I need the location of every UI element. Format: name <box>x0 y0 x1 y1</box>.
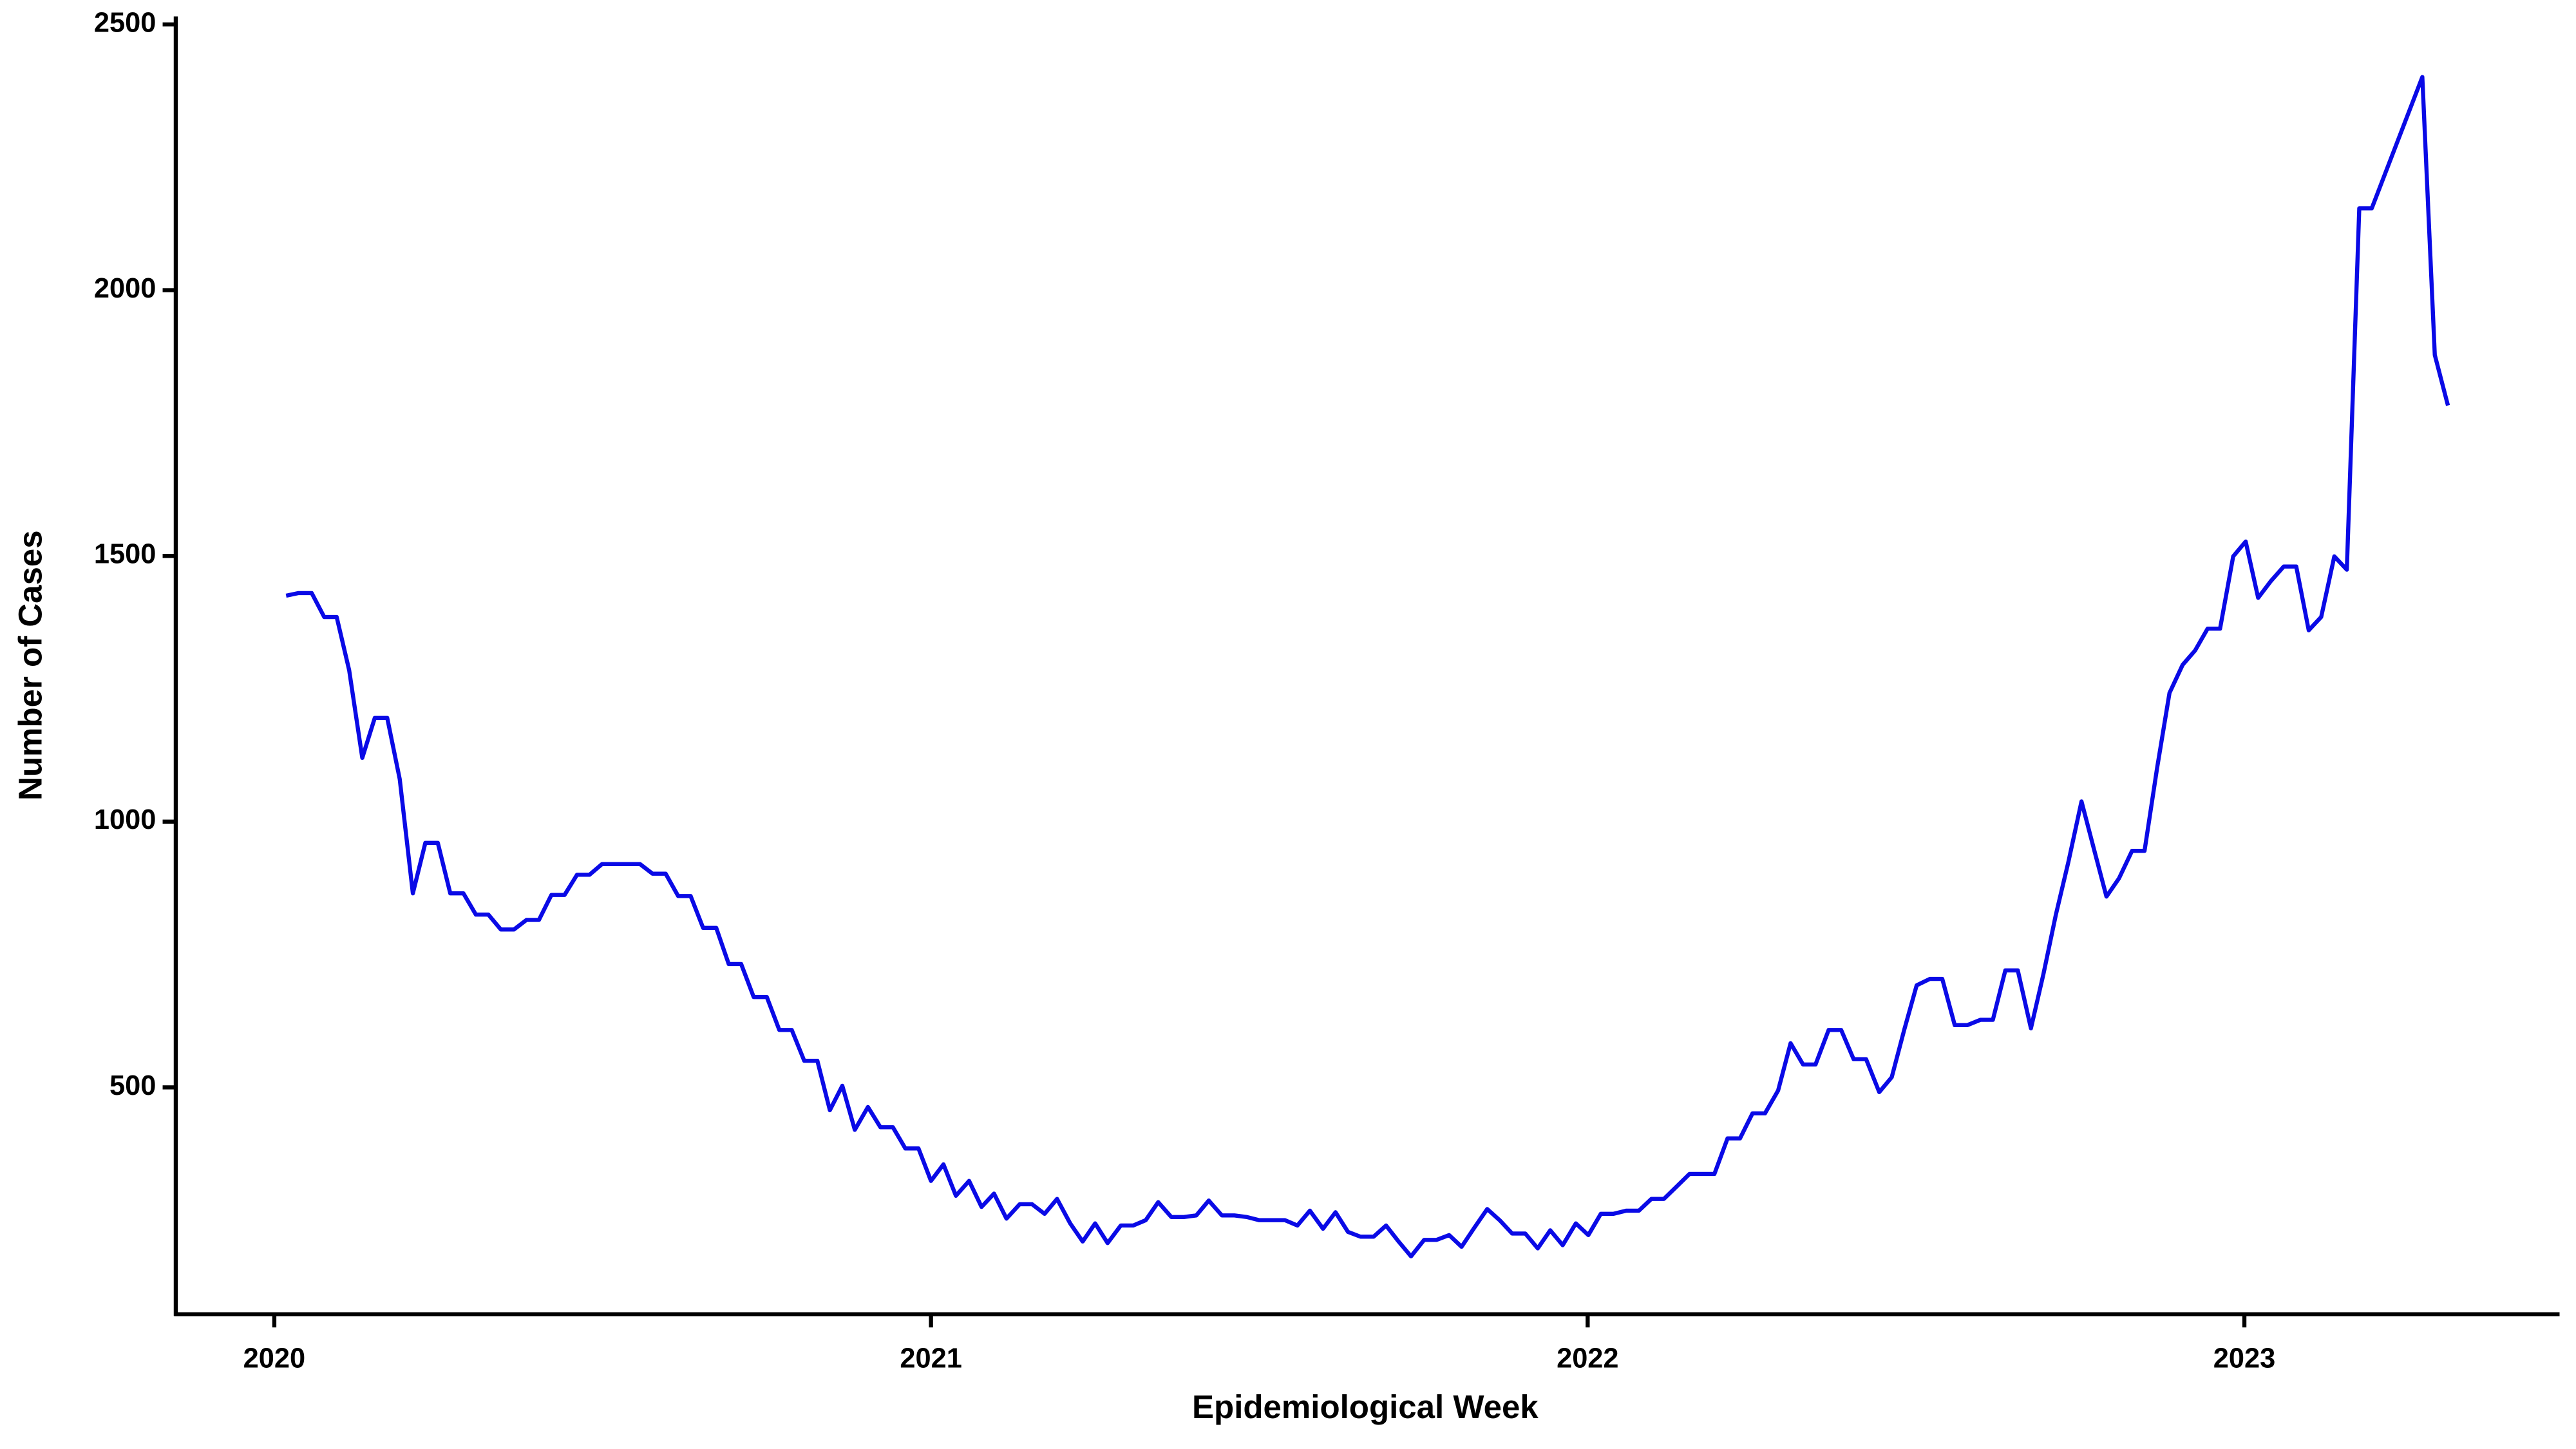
x-tick-label: 2021 <box>900 1343 961 1374</box>
x-tick-label: 2020 <box>243 1343 305 1374</box>
x-tick-label: 2022 <box>1557 1343 1618 1374</box>
y-tick-label: 500 <box>109 1070 156 1101</box>
y-tick-label: 2500 <box>94 7 156 38</box>
x-axis-title: Epidemiological Week <box>1192 1388 1539 1425</box>
y-axis-title: Number of Cases <box>12 530 49 800</box>
x-tick-label: 2023 <box>2213 1343 2275 1374</box>
data-line <box>285 75 2450 1259</box>
y-tick-label: 2000 <box>94 273 156 304</box>
y-tick-label: 1500 <box>94 539 156 570</box>
y-tick-label: 1000 <box>94 804 156 835</box>
